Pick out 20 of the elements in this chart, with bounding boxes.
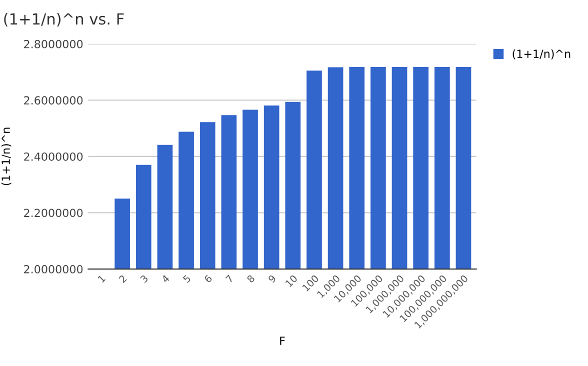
- x-tick-label: 5: [182, 274, 192, 284]
- legend-label: (1+1/n)^n: [512, 49, 570, 60]
- x-tick-label: 4: [161, 274, 170, 284]
- y-axis-title: (1+1/n)^n: [1, 128, 12, 186]
- x-axis-title: F: [280, 336, 285, 345]
- y-tick-label: 2.0000000: [24, 264, 83, 274]
- x-tick-label: 8: [246, 274, 256, 284]
- x-tick-label: 9: [268, 274, 276, 284]
- x-tick-label: 3: [140, 274, 148, 284]
- x-tick-label: 2: [118, 274, 127, 283]
- y-tick-label: 2.2000000: [24, 208, 83, 218]
- x-tick-label: 10: [285, 274, 298, 288]
- x-tick-label: 7: [225, 274, 234, 283]
- y-tick-label: 2.6000000: [24, 96, 83, 105]
- chart-title: (1+1/n)^n vs. F: [4, 12, 124, 26]
- x-tick-label: 6: [204, 274, 212, 284]
- x-tick-label: 100: [302, 274, 320, 292]
- x-tick-label: 1: [98, 274, 106, 283]
- y-tick-label: 2.4000000: [24, 152, 83, 161]
- y-tick-label: 2.8000000: [24, 40, 83, 48]
